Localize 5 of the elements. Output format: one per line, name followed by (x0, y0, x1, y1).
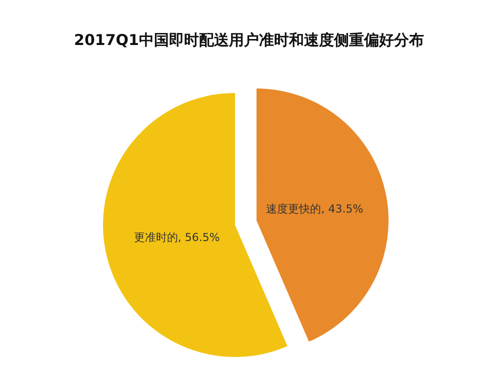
category: 更准时的 (134, 231, 178, 244)
value: , 56.5% (178, 231, 220, 244)
value: , 43.5% (321, 202, 364, 216)
category: 速度更快的 (266, 202, 322, 216)
chart-title: 2017Q1中国即时配送用户准时和速度侧重偏好分布 (74, 31, 424, 49)
